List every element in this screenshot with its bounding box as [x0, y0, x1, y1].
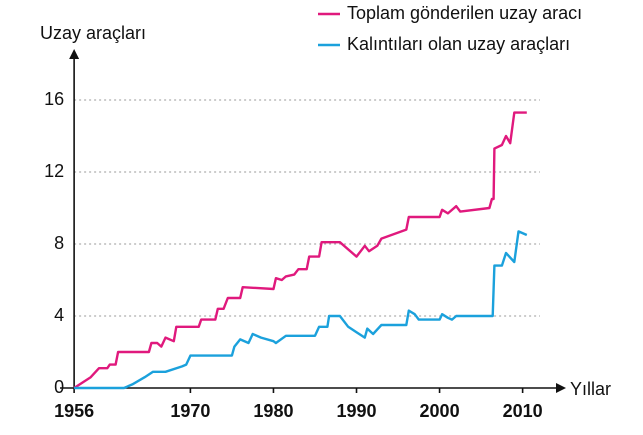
line	[73, 111, 527, 390]
x-tick-label: 1980	[253, 401, 293, 421]
y-axis-label: Uzay araçları	[40, 23, 146, 43]
y-axis-arrow	[69, 49, 80, 59]
x-axis-arrow	[556, 383, 566, 393]
x-tick-label: 1990	[336, 401, 376, 421]
legend-label: Kalıntıları olan uzay araçları	[347, 34, 570, 54]
x-tick-label: 2010	[503, 401, 543, 421]
y-tick-label: 12	[44, 161, 64, 181]
x-tick-label: 1970	[170, 401, 210, 421]
x-axis-label: Yıllar	[570, 379, 611, 399]
line	[74, 230, 528, 390]
y-tick-label: 8	[54, 233, 64, 253]
x-tick-label: 2000	[420, 401, 460, 421]
legend-label: Toplam gönderilen uzay aracı	[347, 3, 582, 23]
y-tick-label: 4	[54, 305, 64, 325]
y-tick-label: 16	[44, 89, 64, 109]
x-tick-label: 1956	[54, 401, 94, 421]
y-tick-label: 0	[54, 377, 64, 397]
